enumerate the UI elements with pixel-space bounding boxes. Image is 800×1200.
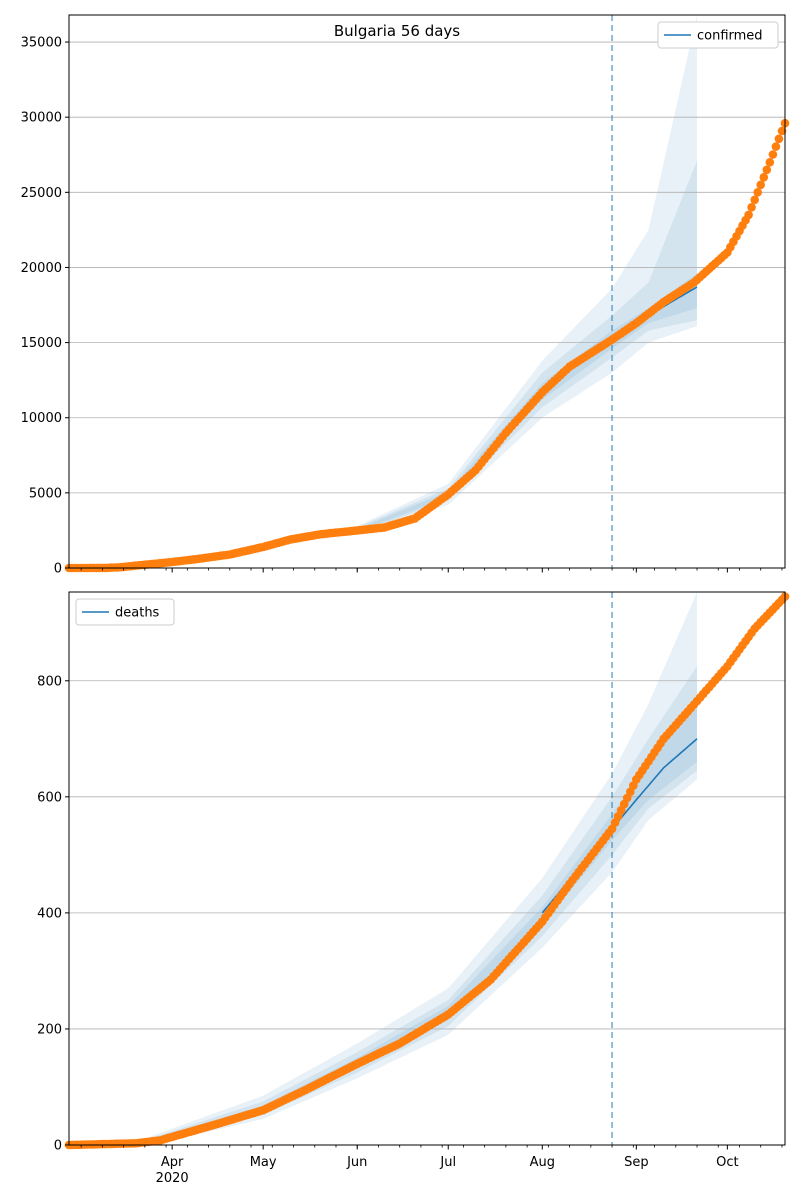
y-tick-label: 15000	[21, 336, 62, 351]
observed-point	[774, 134, 784, 144]
confirmed-chart-panel: 0 5000 10000 15000 20000 25000 30000 35000 Bulg…	[21, 14, 790, 577]
x-tick-sublabel: 2020	[156, 1171, 189, 1186]
confirmed-observed-points	[64, 118, 790, 573]
confirmed-axes-frame	[68, 14, 786, 569]
deaths-y-axis: 0 200 400 600 800	[37, 674, 69, 1154]
observed-point	[756, 180, 765, 190]
legend-box	[657, 21, 779, 49]
x-tick-label: May	[250, 1155, 277, 1170]
x-tick-label: Aug	[530, 1155, 555, 1170]
deaths-uncertainty-bands	[150, 592, 697, 1145]
chart-title: Bulgaria 56 days	[334, 22, 460, 40]
y-tick-label: 25000	[21, 186, 62, 201]
y-tick-label: 400	[37, 906, 62, 921]
x-tick-label: Apr	[161, 1155, 184, 1170]
y-tick-label: 20000	[21, 261, 62, 276]
deaths-observed-points	[64, 592, 790, 1150]
observed-point	[744, 210, 753, 220]
legend-label-confirmed: confirmed	[697, 29, 763, 44]
y-tick-label: 5000	[29, 486, 62, 501]
observed-point	[762, 165, 772, 175]
observed-point	[747, 203, 756, 212]
observed-point	[765, 158, 775, 167]
y-tick-label: 800	[37, 674, 62, 689]
uncertainty-band-outer	[357, 15, 697, 535]
confirmed-legend: confirmed	[657, 21, 779, 49]
y-tick-label: 600	[37, 790, 62, 805]
legend-box	[75, 598, 175, 626]
y-tick-label: 35000	[21, 36, 62, 51]
deaths-axes-frame	[68, 591, 786, 1146]
observed-point	[759, 173, 769, 182]
x-tick-label: Oct	[716, 1155, 738, 1170]
y-tick-label: 30000	[21, 111, 62, 126]
observed-point	[771, 142, 781, 151]
deaths-legend: deaths	[75, 598, 175, 626]
observed-point	[768, 150, 778, 159]
observed-point	[753, 188, 762, 197]
legend-label-deaths: deaths	[115, 606, 160, 621]
confirmed-x-axis	[80, 568, 783, 573]
confirmed-y-axis: 0 5000 10000 15000 20000 25000 30000 35000	[21, 36, 69, 577]
y-tick-label: 10000	[21, 411, 62, 426]
y-tick-label: 0	[54, 562, 62, 577]
observed-point	[750, 195, 759, 205]
x-tick-label: Sep	[624, 1155, 649, 1170]
uncertainty-band-outer	[150, 592, 697, 1145]
x-tick-label: Jul	[439, 1155, 456, 1170]
x-tick-label: Jun	[346, 1155, 367, 1170]
y-tick-label: 0	[54, 1139, 62, 1154]
y-tick-label: 200	[37, 1022, 62, 1037]
observed-point	[777, 126, 787, 136]
